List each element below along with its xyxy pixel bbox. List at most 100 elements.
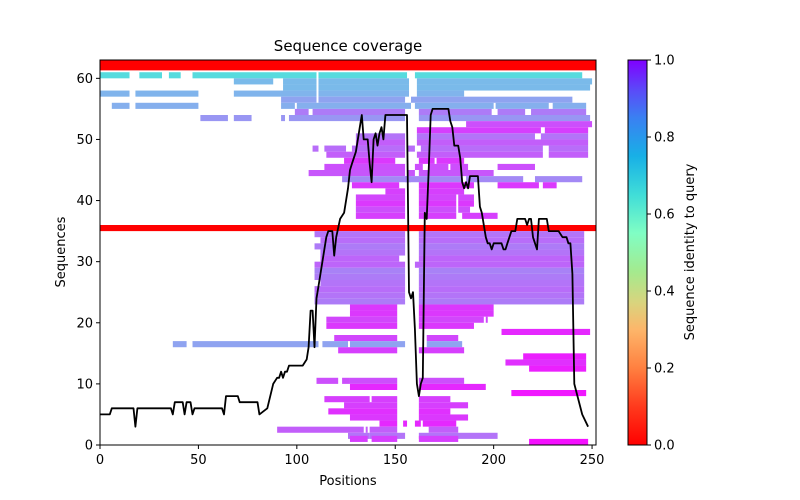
coverage-segment [428, 426, 459, 433]
y-tick-label: 60 [76, 72, 93, 87]
coverage-segment [418, 414, 469, 421]
coverage-segment [318, 78, 410, 85]
coverage-segment [349, 310, 398, 317]
x-axis-label: Positions [319, 474, 377, 489]
chart-title: Sequence coverage [274, 37, 422, 55]
coverage-segment [523, 353, 587, 360]
coverage-segment [135, 102, 199, 109]
coverage-segment [355, 133, 406, 140]
coverage-segment [418, 237, 585, 244]
coverage-segment [534, 176, 583, 183]
coverage-segment [314, 286, 406, 293]
coverage-segment [326, 151, 406, 158]
coverage-segment [100, 90, 130, 97]
coverage-segment [418, 206, 457, 213]
coverage-segment [139, 72, 162, 79]
coverage-segment [371, 396, 398, 403]
coverage-segment [349, 304, 398, 311]
coverage-segment [418, 316, 484, 323]
coverage-segment [450, 163, 469, 170]
coverage-segment [422, 420, 457, 427]
coverage-segment [497, 163, 535, 170]
coverage-segment [414, 261, 585, 268]
coverage-segment [318, 84, 410, 91]
coverage-segment [326, 316, 398, 323]
coverage-segment [418, 280, 585, 287]
coverage-segment [312, 108, 406, 115]
coverage-segment [505, 359, 587, 366]
coverage-segment [418, 383, 486, 390]
coverage-segment [283, 78, 317, 85]
coverage-segment [318, 96, 406, 103]
coverage-segment [318, 72, 408, 79]
coverage-segment [416, 133, 535, 140]
coverage-segment [316, 377, 339, 384]
coverage-segment [338, 347, 398, 354]
coverage-segment [324, 163, 406, 170]
coverage-segment [348, 432, 370, 439]
x-tick-label: 250 [580, 453, 605, 468]
coverage-segment [100, 60, 596, 71]
coverage-segment [349, 414, 398, 421]
x-tick-label: 150 [383, 453, 408, 468]
coverage-segment [501, 328, 591, 335]
coverage-segment [548, 145, 589, 152]
plot-frame [99, 59, 597, 446]
coverage-segment [426, 341, 463, 348]
coverage-segment [416, 151, 543, 158]
coverage-segment [320, 237, 406, 244]
coverage-segment [529, 365, 587, 372]
coverage-segment [314, 298, 406, 305]
coverage-segment [418, 286, 585, 293]
coverage-segment [172, 341, 187, 348]
coverage-segment [328, 408, 398, 415]
coverage-segment [385, 188, 406, 195]
coverage-segment [200, 115, 228, 122]
coverage-line-layer [100, 108, 589, 428]
y-axis: 0 10 20 30 40 50 60 [76, 72, 100, 454]
coverage-segment [407, 170, 415, 177]
coverage-segment [418, 115, 591, 122]
coverage-segment [233, 90, 317, 97]
coverage-segment [351, 182, 400, 189]
coverage-segment [418, 231, 585, 238]
coverage-segment [320, 255, 400, 262]
coverage-segment [542, 182, 557, 189]
y-tick-label: 30 [76, 255, 93, 270]
coverage-segment [414, 420, 421, 427]
coverage-segment [318, 90, 410, 97]
coverage-segment [418, 200, 457, 207]
coverage-segment [495, 102, 549, 109]
x-tick-label: 100 [284, 453, 309, 468]
coverage-segment [466, 176, 524, 183]
coverage-segment [320, 249, 406, 256]
coverage-line [100, 108, 589, 428]
coverage-segment [418, 194, 457, 201]
coverage-segment [416, 127, 541, 134]
coverage-segment [379, 420, 398, 427]
coverage-segment [416, 78, 593, 85]
coverage-segment [281, 115, 286, 122]
coverage-segment [135, 90, 199, 97]
colorbar-ticks: 0.0 0.2 0.4 0.6 0.8 1.0 [647, 54, 675, 454]
coverage-segment [371, 435, 398, 442]
coverage-segment [418, 182, 474, 189]
coverage-segment [428, 163, 449, 170]
coverage-segment [324, 396, 370, 403]
x-tick-label: 0 [96, 453, 104, 468]
coverage-segment [418, 157, 435, 164]
colorbar-tick-label: 0.8 [654, 131, 675, 146]
coverage-segment [233, 115, 252, 122]
coverage-segment [312, 145, 319, 152]
coverage-segment [418, 396, 451, 403]
coverage-segment [418, 170, 494, 177]
coverage-segment [233, 78, 274, 85]
coverage-segment [320, 280, 406, 287]
coverage-segment [344, 402, 398, 409]
y-tick-label: 40 [76, 194, 93, 209]
coverage-segment [418, 322, 474, 329]
coverage-segment [288, 115, 406, 122]
coverage-segment [342, 176, 411, 183]
coverage-segment [544, 127, 589, 134]
